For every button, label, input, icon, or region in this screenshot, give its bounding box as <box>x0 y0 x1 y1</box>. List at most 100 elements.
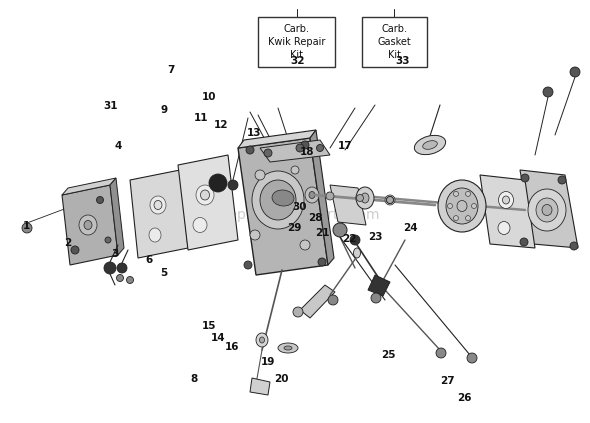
Text: 25: 25 <box>381 350 395 360</box>
Ellipse shape <box>499 192 513 209</box>
Ellipse shape <box>272 190 294 206</box>
Polygon shape <box>130 170 188 258</box>
Circle shape <box>447 203 453 209</box>
Text: 29: 29 <box>287 223 301 233</box>
Ellipse shape <box>260 337 264 343</box>
Circle shape <box>454 191 458 196</box>
Circle shape <box>328 295 338 305</box>
Circle shape <box>22 223 32 233</box>
Ellipse shape <box>356 195 363 201</box>
Text: 4: 4 <box>114 141 122 151</box>
Polygon shape <box>250 378 270 395</box>
Circle shape <box>105 237 111 243</box>
Text: 19: 19 <box>261 357 276 367</box>
Ellipse shape <box>305 187 319 203</box>
Circle shape <box>558 176 566 184</box>
Ellipse shape <box>326 192 334 200</box>
Ellipse shape <box>542 204 552 215</box>
Circle shape <box>296 144 304 152</box>
Polygon shape <box>110 178 124 255</box>
Ellipse shape <box>300 240 310 250</box>
Ellipse shape <box>536 198 558 222</box>
Ellipse shape <box>291 166 299 174</box>
Polygon shape <box>238 138 328 275</box>
Circle shape <box>116 275 123 281</box>
Text: 15: 15 <box>202 321 217 331</box>
Ellipse shape <box>385 195 395 205</box>
Circle shape <box>543 87 553 97</box>
Circle shape <box>454 216 458 221</box>
Circle shape <box>521 174 529 182</box>
Circle shape <box>209 174 227 192</box>
Text: 27: 27 <box>440 376 454 386</box>
Polygon shape <box>480 175 535 248</box>
Text: 26: 26 <box>457 393 471 403</box>
Text: 17: 17 <box>338 141 352 151</box>
Text: 10: 10 <box>202 92 217 102</box>
Text: 28: 28 <box>309 213 323 223</box>
Text: 12: 12 <box>214 120 228 130</box>
Text: 1: 1 <box>23 221 30 231</box>
Ellipse shape <box>201 190 209 200</box>
Circle shape <box>466 191 470 196</box>
Circle shape <box>466 216 470 221</box>
Ellipse shape <box>438 180 486 232</box>
Polygon shape <box>62 178 116 195</box>
Ellipse shape <box>278 343 298 353</box>
Text: eReplacementParts.com: eReplacementParts.com <box>211 208 379 222</box>
Bar <box>362 17 427 67</box>
Bar <box>258 17 335 67</box>
Circle shape <box>264 149 272 157</box>
Ellipse shape <box>149 228 161 242</box>
Polygon shape <box>520 170 578 248</box>
Ellipse shape <box>256 333 268 347</box>
Circle shape <box>71 246 79 254</box>
Ellipse shape <box>284 346 292 350</box>
Ellipse shape <box>293 307 303 317</box>
Circle shape <box>371 293 381 303</box>
Text: 2: 2 <box>64 238 71 248</box>
Circle shape <box>520 238 528 246</box>
Circle shape <box>301 141 309 149</box>
Text: 23: 23 <box>368 232 382 242</box>
Ellipse shape <box>356 187 374 209</box>
Circle shape <box>333 223 347 237</box>
Circle shape <box>244 261 252 269</box>
Ellipse shape <box>252 171 304 229</box>
Text: 30: 30 <box>293 202 307 212</box>
Text: 21: 21 <box>316 228 330 238</box>
Circle shape <box>246 146 254 154</box>
Text: 20: 20 <box>274 374 289 384</box>
Circle shape <box>117 263 127 273</box>
Ellipse shape <box>154 201 162 209</box>
Text: Carb.
Gasket
Kit: Carb. Gasket Kit <box>377 24 411 60</box>
Ellipse shape <box>361 193 369 203</box>
Text: 33: 33 <box>396 56 410 66</box>
Circle shape <box>570 242 578 250</box>
Polygon shape <box>178 155 238 250</box>
Text: 8: 8 <box>190 374 197 384</box>
Circle shape <box>228 180 238 190</box>
Ellipse shape <box>528 189 566 231</box>
Text: 5: 5 <box>160 268 168 278</box>
Circle shape <box>386 197 394 203</box>
Text: 32: 32 <box>291 56 305 66</box>
Text: 9: 9 <box>160 105 168 115</box>
Circle shape <box>126 277 133 283</box>
Circle shape <box>467 353 477 363</box>
Circle shape <box>350 235 360 245</box>
Circle shape <box>97 197 103 203</box>
Ellipse shape <box>196 185 214 205</box>
Polygon shape <box>330 185 366 225</box>
Text: 13: 13 <box>247 128 261 138</box>
Circle shape <box>471 203 477 209</box>
Text: 24: 24 <box>403 223 417 233</box>
Polygon shape <box>260 140 330 162</box>
Ellipse shape <box>250 230 260 240</box>
Text: 16: 16 <box>225 342 239 352</box>
Text: 7: 7 <box>168 65 175 75</box>
Ellipse shape <box>386 197 394 203</box>
Text: 31: 31 <box>104 101 118 111</box>
Polygon shape <box>62 185 118 265</box>
Circle shape <box>104 262 116 274</box>
